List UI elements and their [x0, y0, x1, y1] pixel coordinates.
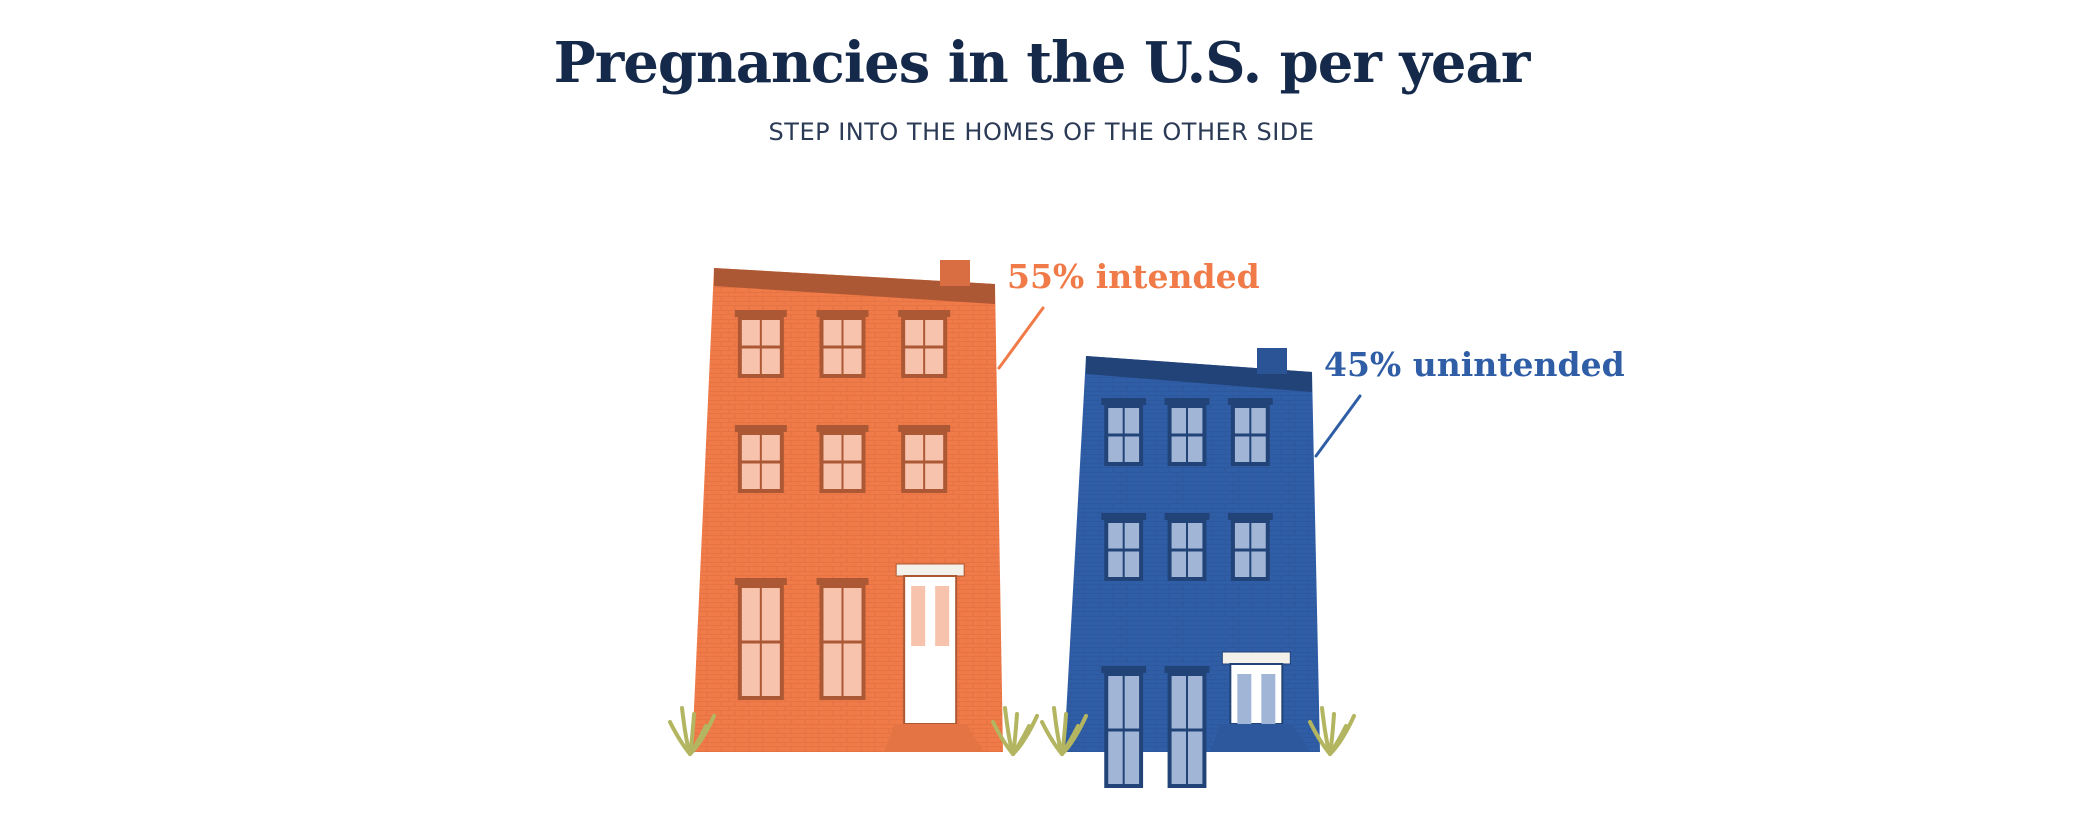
stoop [884, 724, 985, 752]
house-bar-intended: 55% intended [668, 257, 1260, 756]
window-lintel [898, 310, 951, 317]
data-label-intended: 55% intended [1007, 257, 1260, 296]
door-pediment [1221, 651, 1291, 665]
data-label-unintended: 45% unintended [1324, 345, 1625, 384]
window-lintel [734, 578, 787, 585]
window-lintel [1164, 513, 1210, 520]
window-lintel [816, 310, 869, 317]
stoop [1210, 724, 1311, 752]
grass-tuft [1308, 706, 1356, 756]
window-lintel [898, 425, 951, 432]
door-panel [935, 586, 950, 646]
label-leader-line [997, 306, 1045, 370]
window-lintel [816, 425, 869, 432]
window-lintel [1101, 666, 1147, 673]
door-pediment [895, 563, 965, 577]
window-lintel [1101, 398, 1147, 405]
chimney [940, 260, 970, 286]
window-lintel [1227, 513, 1273, 520]
door-panel [1261, 674, 1276, 734]
grass-tuft [1040, 706, 1088, 756]
window-lintel [734, 425, 787, 432]
window-lintel [1164, 666, 1210, 673]
door-panel [1237, 674, 1252, 734]
label-leader-line [1314, 394, 1362, 458]
window-lintel [1164, 398, 1210, 405]
cornice [714, 268, 995, 304]
chimney [1257, 348, 1287, 374]
grass-tuft [668, 706, 716, 756]
cornice [1086, 356, 1312, 392]
house-bar-unintended: 45% unintended [1040, 345, 1625, 788]
window-lintel [734, 310, 787, 317]
grass-tuft [991, 706, 1039, 756]
window-lintel [1227, 398, 1273, 405]
chart-title: Pregnancies in the U.S. per year [553, 30, 1531, 96]
window-lintel [816, 578, 869, 585]
window-lintel [1101, 513, 1147, 520]
chart-subtitle: STEP INTO THE HOMES OF THE OTHER SIDE [768, 118, 1315, 146]
door-panel [911, 586, 926, 646]
